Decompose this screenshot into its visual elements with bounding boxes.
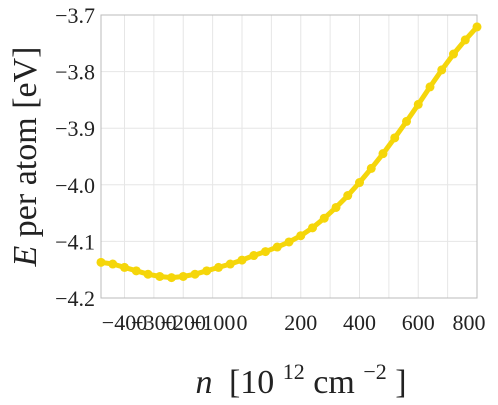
y-tick-label: −3.7	[55, 3, 95, 28]
y-axis-label-text: per atom [eV]	[7, 47, 44, 238]
series-layer	[96, 22, 482, 283]
data-point	[402, 116, 411, 126]
y-tick-labels: −4.2 −4.1 −4.0 −3.9 −3.8 −3.7	[55, 3, 95, 311]
data-point	[131, 266, 141, 276]
x-tick-label: 800	[453, 310, 486, 335]
x-axis-label-close: ]	[395, 364, 406, 401]
data-point	[214, 262, 223, 272]
data-point	[390, 133, 400, 143]
x-tick-label: −400	[102, 310, 147, 335]
data-point	[296, 231, 306, 241]
plot-frame	[100, 14, 478, 299]
data-point	[249, 251, 259, 261]
y-tick-label: −4.2	[55, 286, 95, 311]
data-point	[225, 259, 235, 269]
x-tick-label: 600	[402, 310, 435, 335]
x-tick-label: 400	[343, 310, 376, 335]
data-point	[167, 273, 176, 283]
data-point	[425, 82, 435, 92]
x-tick-label: −300	[131, 310, 176, 335]
data-point	[261, 247, 270, 257]
x-tick-label: −200	[161, 310, 206, 335]
x-axis-label-sup1: 12	[283, 359, 305, 384]
data-point	[178, 271, 188, 281]
data-point	[378, 149, 388, 159]
x-tick-label: −100	[190, 310, 235, 335]
y-axis-label: E per atom [eV]	[7, 47, 44, 268]
x-axis-label: n [10 12 cm −2 ]	[195, 350, 406, 401]
y-tick-label: −3.9	[55, 116, 95, 141]
data-point	[237, 255, 247, 265]
data-point	[460, 35, 470, 45]
data-point	[413, 99, 423, 109]
data-point	[96, 257, 106, 267]
x-axis-label-sup2: −2	[363, 359, 386, 384]
y-tick-label: −3.8	[55, 60, 95, 85]
data-point	[472, 22, 482, 32]
grid-layer	[101, 14, 478, 299]
data-point	[120, 262, 129, 272]
data-point	[155, 271, 165, 281]
x-axis-label-units2: cm	[313, 364, 355, 401]
data-point	[366, 163, 376, 173]
data-point	[190, 269, 200, 279]
data-point	[143, 269, 153, 279]
data-point	[331, 202, 341, 212]
x-tick-labels: −400−300−200−100 0 200 400 600 800	[102, 310, 486, 335]
data-point	[355, 178, 364, 188]
data-point	[202, 266, 212, 276]
data-point	[343, 191, 353, 201]
x-axis-label-var: n	[195, 364, 212, 401]
data-point	[284, 237, 294, 247]
y-axis-label-var: E	[7, 245, 44, 267]
data-point	[437, 65, 447, 75]
x-tick-label: 0	[237, 310, 248, 335]
data-point	[308, 223, 317, 233]
data-point	[272, 242, 282, 252]
x-axis-label-units: [10	[229, 364, 274, 401]
data-point	[108, 259, 118, 269]
y-tick-label: −4.1	[55, 229, 95, 254]
x-tick-label: 200	[284, 310, 317, 335]
y-tick-label: −4.0	[55, 173, 95, 198]
data-point	[449, 49, 458, 59]
data-point	[319, 213, 329, 223]
